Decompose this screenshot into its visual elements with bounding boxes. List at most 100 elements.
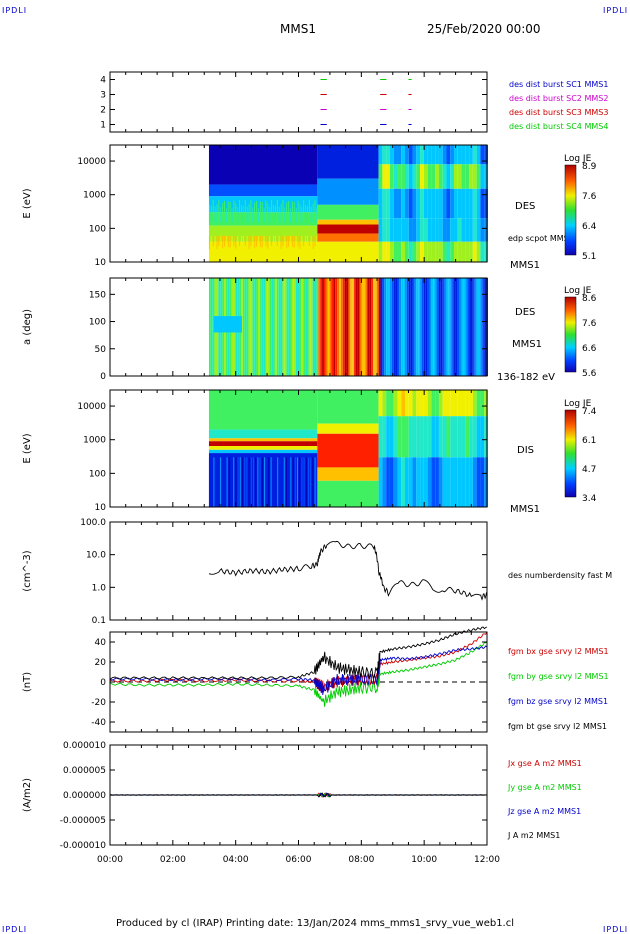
heatmap-strip: [480, 390, 485, 417]
heatmap-strip: [333, 278, 336, 376]
heatmap-strip: [261, 457, 263, 507]
heatmap-strip: [401, 457, 406, 507]
heatmap-strip: [431, 241, 436, 262]
heatmap-strip: [322, 278, 324, 376]
heatmap-strip: [378, 188, 383, 219]
heatmap-strip: [208, 278, 211, 376]
heatmap-strip: [484, 416, 488, 458]
heatmap-strip: [219, 457, 222, 507]
heatmap-strip: [276, 199, 278, 223]
heatmap-strip: [255, 457, 257, 507]
heatmap-strip: [446, 278, 449, 376]
y-axis-label: E (eV): [22, 433, 33, 463]
heatmap-strip: [435, 241, 439, 262]
heatmap-patch: [213, 316, 242, 333]
y-tick-label: 10: [95, 258, 107, 268]
heatmap-strip: [457, 218, 462, 242]
heatmap-strip: [420, 188, 424, 219]
heatmap-strip: [427, 278, 430, 376]
heatmap-strip: [310, 457, 312, 507]
heatmap-strip: [401, 278, 404, 376]
heatmap-strip: [427, 457, 432, 507]
heatmap-cell: [208, 196, 318, 213]
heatmap-strip: [389, 218, 394, 242]
heatmap-strip: [222, 235, 224, 249]
heatmap-strip: [389, 188, 394, 219]
heatmap-strip: [472, 457, 477, 507]
heatmap-strip: [382, 416, 387, 458]
heatmap-strip: [273, 235, 274, 250]
heatmap-strip: [301, 457, 303, 507]
heatmap-strip: [352, 278, 355, 376]
heatmap-strip: [472, 145, 477, 165]
heatmap-cell: [317, 178, 379, 205]
heatmap-strip: [427, 218, 432, 242]
heatmap-strip: [382, 457, 387, 507]
heatmap-strip: [416, 278, 419, 376]
heatmap-strip: [476, 145, 481, 165]
heatmap-strip: [442, 457, 447, 507]
y-tick-label: 3: [100, 91, 106, 101]
heatmap-strip: [386, 390, 390, 417]
heatmap-strip: [295, 235, 297, 252]
heatmap-strip: [342, 278, 345, 376]
heatmap-strip: [271, 200, 273, 223]
heatmap-strip: [369, 278, 372, 376]
heatmap-strip: [382, 390, 387, 417]
heatmap-strip: [280, 204, 282, 223]
heatmap-strip: [280, 278, 283, 376]
heatmap-strip: [461, 457, 466, 507]
heatmap-strip: [448, 278, 451, 376]
heatmap-strip: [405, 188, 409, 219]
heatmap-strip: [469, 241, 473, 262]
time-tick-label: 10:00: [411, 855, 437, 865]
heatmap-strip: [465, 390, 470, 417]
heatmap-strip: [218, 200, 220, 223]
heatmap-strip: [397, 457, 402, 507]
heatmap-strip: [476, 457, 481, 507]
heatmap-strip: [461, 218, 466, 242]
heatmap-strip: [225, 235, 227, 252]
y-axis-label: (nT): [22, 672, 33, 692]
heatmap-strip: [261, 278, 264, 376]
heatmap-strip: [480, 241, 485, 262]
heatmap-strip: [291, 278, 294, 376]
heatmap-strip: [282, 200, 284, 223]
heatmap-strip: [427, 416, 432, 458]
heatmap-strip: [308, 278, 311, 376]
y-tick-label: 100: [89, 469, 106, 479]
heatmap-cell: [208, 438, 318, 442]
heatmap-strip: [457, 164, 462, 189]
heatmap-strip: [423, 164, 428, 189]
heatmap-strip: [267, 278, 270, 376]
heatmap-strip: [408, 457, 413, 507]
heatmap-strip: [316, 278, 319, 376]
heatmap-strip: [416, 145, 421, 165]
heatmap-strip: [446, 241, 451, 262]
heatmap-strip: [263, 457, 266, 507]
legend-entry: fgm bt gse srvy l2 MMS1: [508, 722, 607, 731]
bfield-series-line: [109, 626, 488, 680]
heatmap-strip: [399, 278, 402, 376]
heatmap-strip: [263, 278, 266, 376]
heatmap-strip: [303, 457, 305, 507]
heatmap-strip: [217, 457, 219, 507]
heatmap-strip: [431, 390, 436, 417]
heatmap-strip: [472, 390, 477, 417]
heatmap-strip: [246, 235, 248, 251]
heatmap-strip: [378, 218, 383, 242]
heatmap-strip: [433, 278, 436, 376]
heatmap-strip: [476, 278, 479, 376]
heatmap-cell: [317, 423, 379, 434]
bfield-series-line: [109, 641, 488, 707]
legend-entry: Jx gse A m2 MMS1: [507, 759, 582, 768]
heatmap-strip: [239, 200, 241, 223]
heatmap-strip: [305, 278, 307, 376]
y-tick-label: -40: [91, 718, 106, 728]
heatmap-strip: [435, 218, 439, 242]
heatmap-strip: [267, 203, 269, 223]
heatmap-strip: [250, 278, 253, 376]
y-tick-label: 1000: [83, 436, 106, 446]
heatmap-strip: [378, 164, 383, 189]
heatmap-strip: [431, 416, 436, 458]
